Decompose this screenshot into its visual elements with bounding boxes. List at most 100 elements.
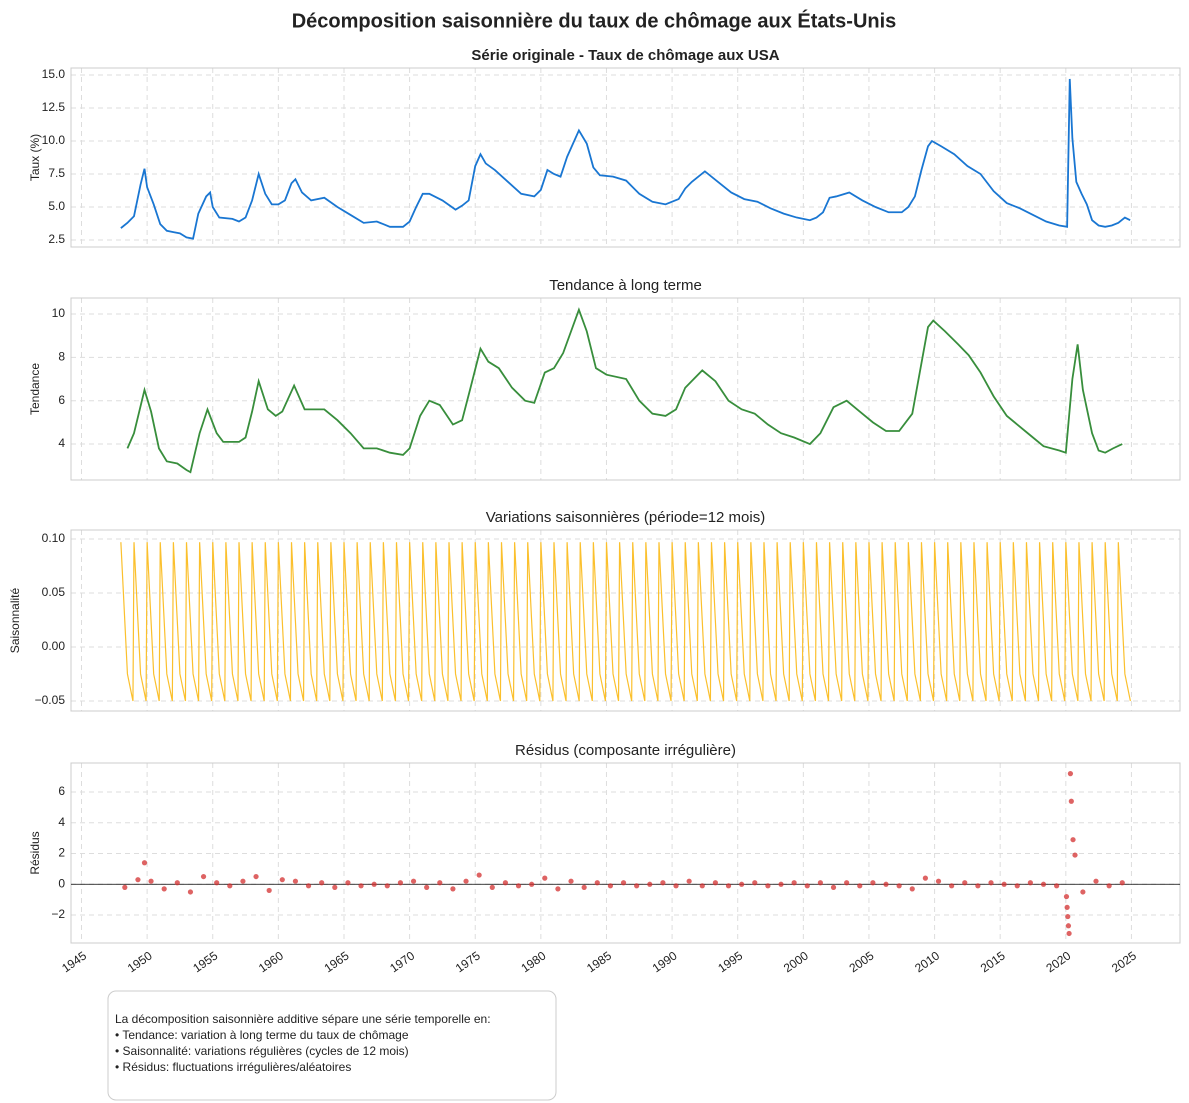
residual-point <box>141 860 148 866</box>
note-line: • Saisonnalité: variations régulières (c… <box>115 1044 409 1058</box>
y-axis-label: Tendance <box>28 363 42 415</box>
residual-point <box>765 883 771 889</box>
panel-title: Tendance à long terme <box>549 277 702 294</box>
y-tick-label: 0.10 <box>42 531 66 545</box>
residual-point <box>857 883 863 889</box>
y-axis-label: Résidus <box>28 831 42 874</box>
residual-point <box>896 883 902 889</box>
residual-point <box>1063 893 1070 900</box>
residual-point <box>174 880 180 886</box>
plot-frame <box>70 529 1181 712</box>
y-tick-label: 2 <box>58 846 65 860</box>
residual-point <box>673 883 679 889</box>
residual-point <box>1068 798 1074 804</box>
residual-point <box>988 880 994 886</box>
residual-point <box>437 880 443 886</box>
residual-point <box>1001 881 1007 887</box>
note-line: La décomposition saisonnière additive sé… <box>115 1012 491 1026</box>
residual-point <box>489 884 495 890</box>
residual-point <box>1093 878 1099 884</box>
residual-point <box>292 878 299 884</box>
residual-point <box>949 883 955 889</box>
residual-point <box>1067 771 1074 777</box>
residual-point <box>817 880 823 886</box>
x-tick-label: 1955 <box>190 948 220 975</box>
y-tick-label: 6 <box>58 393 65 407</box>
residual-point <box>424 884 430 890</box>
panel-title: Variations saisonnières (période=12 mois… <box>486 509 765 526</box>
series-line <box>120 542 1131 702</box>
y-axis-label: Taux (%) <box>28 134 42 181</box>
residual-point <box>200 873 207 880</box>
residual-point <box>214 880 220 886</box>
x-tick-label: 2010 <box>912 948 942 975</box>
panel-title: Résidus (composante irrégulière) <box>515 742 736 759</box>
residual-point <box>883 881 889 887</box>
plot-frame <box>70 762 1181 944</box>
residual-point <box>1080 889 1086 895</box>
residual-point <box>1070 837 1076 843</box>
x-tick-label: 1950 <box>125 948 155 975</box>
x-tick-label: 1965 <box>322 948 352 975</box>
note-line: • Tendance: variation à long terme du ta… <box>115 1028 409 1042</box>
residual-point <box>253 873 259 880</box>
y-tick-label: 8 <box>58 350 65 364</box>
y-tick-label: 15.0 <box>42 67 66 81</box>
residual-point <box>699 883 705 889</box>
residual-point <box>542 875 548 881</box>
residual-point <box>1064 904 1070 910</box>
y-tick-label: −0.05 <box>35 693 66 707</box>
x-tick-label: 1975 <box>453 948 483 975</box>
residual-point <box>135 877 141 883</box>
residual-point <box>725 883 732 889</box>
y-tick-label: 10 <box>52 306 66 320</box>
residual-point <box>620 880 627 886</box>
residual-point <box>975 883 981 889</box>
x-tick-label: 2000 <box>781 948 811 975</box>
residual-point <box>450 886 456 892</box>
series-line <box>120 78 1131 240</box>
residual-point <box>962 880 968 886</box>
residual-point <box>227 883 233 889</box>
residual-point <box>1027 880 1033 886</box>
residual-point <box>502 880 509 886</box>
y-tick-label: 7.5 <box>48 166 65 180</box>
note-line: • Résidus: fluctuations irrégulières/alé… <box>115 1060 351 1074</box>
residual-point <box>594 880 600 886</box>
residual-point <box>161 886 167 892</box>
residual-point <box>1065 913 1071 920</box>
residual-point <box>463 878 469 884</box>
residual-point <box>581 884 587 890</box>
residual-point <box>187 889 194 895</box>
residual-point <box>1072 852 1078 858</box>
residual-point <box>529 881 535 887</box>
y-tick-label: 4 <box>58 436 65 450</box>
residual-point <box>240 878 246 884</box>
x-tick-label: 1945 <box>59 948 89 975</box>
residual-point <box>476 872 482 878</box>
residual-point <box>1119 880 1125 886</box>
y-tick-label: 0.00 <box>42 639 66 653</box>
residual-point <box>279 877 285 883</box>
residual-point <box>1054 883 1060 889</box>
residual-point <box>660 880 666 886</box>
residual-point <box>1106 883 1112 889</box>
note-box <box>107 990 557 1101</box>
residual-point <box>122 884 128 890</box>
residual-point <box>752 880 758 886</box>
residual-point <box>634 883 640 889</box>
residual-point <box>804 883 810 889</box>
residual-point <box>830 884 837 890</box>
x-tick-label: 1995 <box>715 948 745 975</box>
residual-point <box>1040 881 1047 887</box>
figure-title: Décomposition saisonnière du taux de chô… <box>292 9 897 32</box>
residual-point <box>739 881 745 887</box>
plot-frame <box>70 297 1181 481</box>
residual-point <box>844 880 850 886</box>
residual-point <box>305 883 312 889</box>
residual-point <box>345 880 351 886</box>
y-tick-label: 0.05 <box>42 585 66 599</box>
x-tick-label: 1985 <box>584 948 614 975</box>
residual-point <box>358 883 364 889</box>
